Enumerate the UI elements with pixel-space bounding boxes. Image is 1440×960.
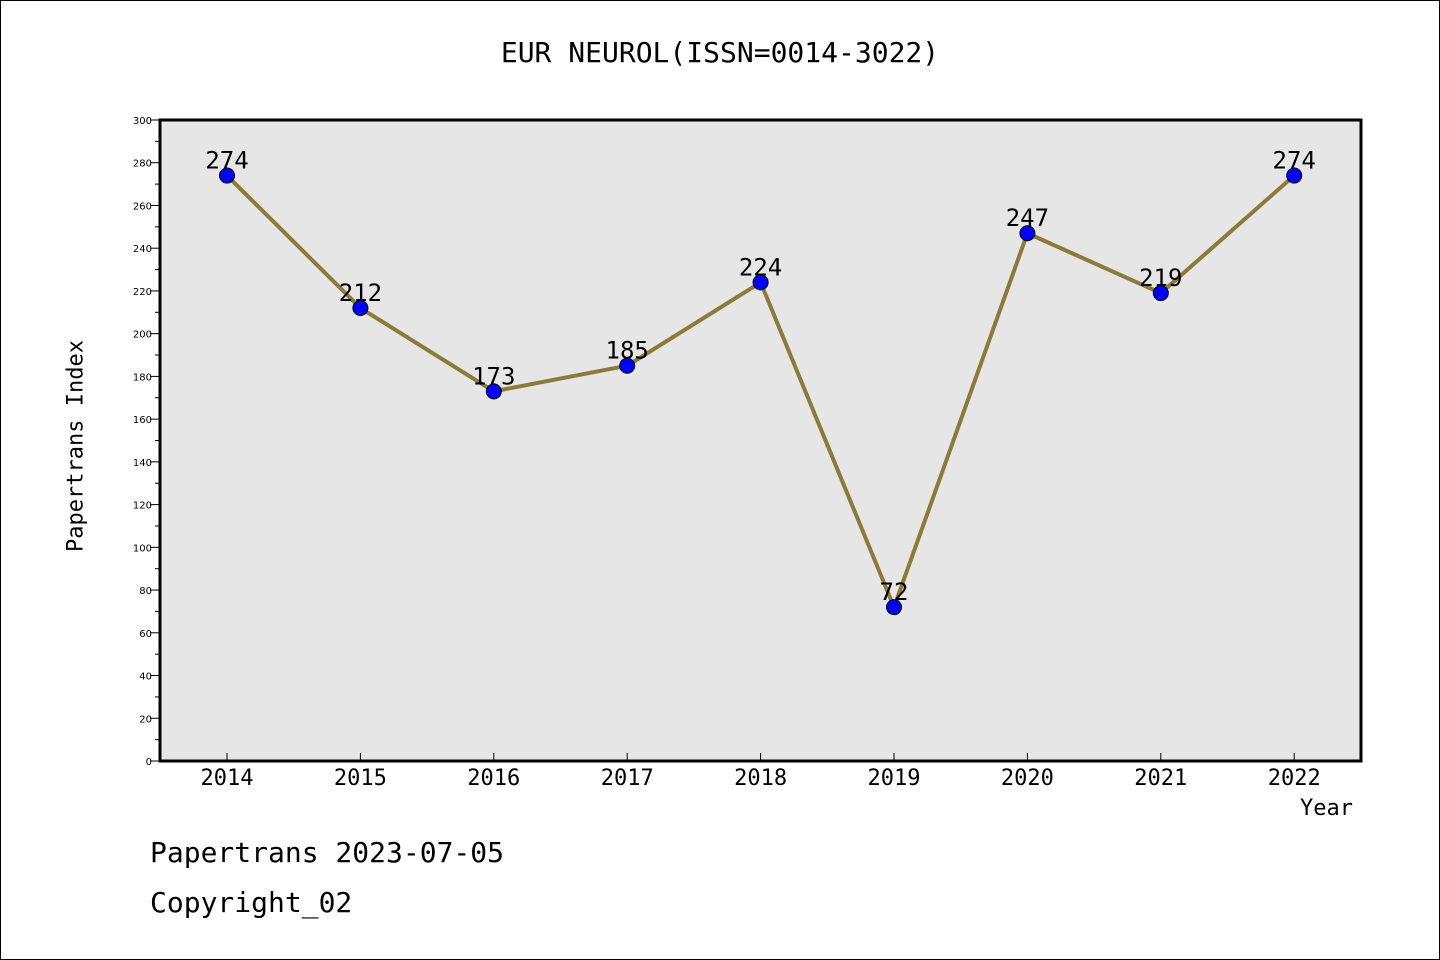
data-label: 219 <box>1139 264 1182 292</box>
data-point <box>485 383 502 400</box>
y-tick-label: 300 <box>133 116 152 127</box>
data-point <box>1152 285 1169 302</box>
data-point <box>752 274 769 291</box>
data-label: 173 <box>472 362 515 390</box>
y-tick-label: 240 <box>133 244 152 255</box>
data-point <box>352 300 369 317</box>
data-point <box>886 599 902 616</box>
y-tick-label: 120 <box>133 501 152 512</box>
x-tick-label: 2015 <box>334 766 387 791</box>
y-tick-label: 140 <box>133 458 152 469</box>
data-label: 72 <box>880 578 909 606</box>
footer-date: Papertrans 2023-07-05 <box>150 836 505 869</box>
data-point <box>1019 225 1036 242</box>
data-label: 185 <box>606 337 649 365</box>
y-tick-label: 80 <box>139 586 152 597</box>
y-tick-label: 40 <box>139 672 152 683</box>
data-label: 247 <box>1006 204 1049 232</box>
x-tick-label: 2022 <box>1268 766 1321 791</box>
data-label: 212 <box>339 279 382 307</box>
series-group <box>219 167 1303 616</box>
y-tick-label: 0 <box>146 757 152 768</box>
y-tick-label: 160 <box>133 415 152 426</box>
x-tick-label: 2014 <box>201 766 254 791</box>
y-tick-label: 220 <box>133 287 152 298</box>
x-tick-label: 2021 <box>1134 766 1187 791</box>
data-label: 274 <box>205 147 248 175</box>
x-tick-label: 2017 <box>601 766 654 791</box>
y-tick-label: 180 <box>133 372 152 383</box>
data-label: 274 <box>1273 147 1316 175</box>
x-tick-label: 2019 <box>868 766 921 791</box>
y-tick-label: 280 <box>133 159 152 170</box>
y-tick-label: 200 <box>133 330 152 341</box>
data-label: 224 <box>739 253 782 281</box>
y-tick-label: 20 <box>139 714 152 725</box>
data-point <box>219 167 235 184</box>
x-tick-label: 2018 <box>734 766 787 791</box>
x-tick-label: 2020 <box>1001 766 1054 791</box>
chart-title: EUR NEUROL(ISSN=0014-3022) <box>500 36 940 69</box>
y-tick-label: 60 <box>139 629 152 640</box>
x-axis: 2014 2015 2016 2017 2018 2019 2020 2021 2022 <box>201 753 1321 791</box>
data-point <box>619 357 636 374</box>
footer-copyright: Copyright_02 <box>150 886 353 919</box>
data-point <box>1286 167 1303 184</box>
plot-area <box>160 120 1361 761</box>
y-axis: 0 20 40 60 80 100 120 140 160 180 200 220 240 260 280 3… <box>133 116 160 768</box>
plot-border <box>158 118 1363 763</box>
y-tick-label: 260 <box>133 201 152 212</box>
x-axis-label: Year <box>1300 796 1353 821</box>
x-tick-label: 2016 <box>467 766 520 791</box>
data-labels: 274 212 173 185 224 72 247 219 274 <box>205 147 1316 607</box>
y-tick-label: 100 <box>133 543 152 554</box>
